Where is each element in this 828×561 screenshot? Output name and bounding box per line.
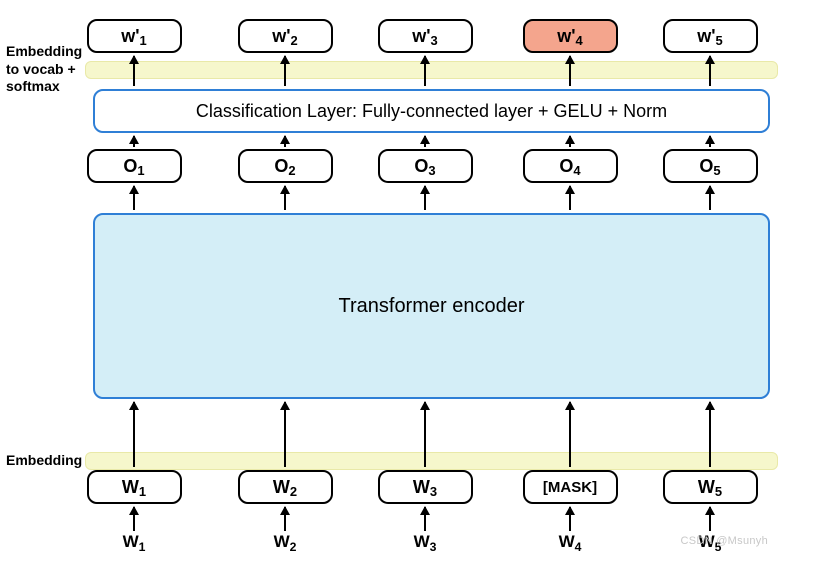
arrow-raw-to-input-1 — [133, 507, 135, 531]
arrow-class-to-out-5 — [709, 56, 711, 86]
input-box-1: W1 — [87, 470, 182, 504]
output-box-4: w'4 — [523, 19, 618, 53]
embedding-band — [85, 452, 778, 470]
arrow-input-to-trans-4 — [569, 402, 571, 467]
arrow-raw-to-input-5 — [709, 507, 711, 531]
output-box-3: w'3 — [378, 19, 473, 53]
arrow-input-to-trans-5 — [709, 402, 711, 467]
arrow-input-to-trans-2 — [284, 402, 286, 467]
classification-layer: Classification Layer: Fully-connected la… — [93, 89, 770, 133]
encoder-output-box-5: O5 — [663, 149, 758, 183]
arrow-class-to-out-4 — [569, 56, 571, 86]
input-box-mask: [MASK] — [523, 470, 618, 504]
arrow-trans-to-o-1 — [133, 186, 135, 210]
arrow-input-to-trans-1 — [133, 402, 135, 467]
arrow-trans-to-o-4 — [569, 186, 571, 210]
arrow-raw-to-input-3 — [424, 507, 426, 531]
arrow-o-to-class-3 — [424, 136, 426, 147]
output-box-1: w'1 — [87, 19, 182, 53]
watermark: CSDN @Msunyh — [680, 535, 768, 547]
arrow-o-to-class-5 — [709, 136, 711, 147]
arrow-o-to-class-1 — [133, 136, 135, 147]
label-embedding-to-vocab: Embedding to vocab + softmax — [6, 43, 82, 96]
arrow-class-to-out-3 — [424, 56, 426, 86]
arrow-o-to-class-4 — [569, 136, 571, 147]
raw-token-label-4: W4 — [523, 532, 618, 552]
arrow-raw-to-input-2 — [284, 507, 286, 531]
encoder-output-box-1: O1 — [87, 149, 182, 183]
arrow-trans-to-o-2 — [284, 186, 286, 210]
input-box-5: W5 — [663, 470, 758, 504]
raw-token-label-2: W2 — [238, 532, 333, 552]
arrow-class-to-out-2 — [284, 56, 286, 86]
arrow-class-to-out-1 — [133, 56, 135, 86]
mlm-architecture-diagram: Classification Layer: Fully-connected la… — [0, 0, 828, 561]
label-embedding: Embedding — [6, 452, 82, 470]
transformer-encoder: Transformer encoder — [93, 213, 770, 399]
softmax-band — [85, 61, 778, 79]
arrow-raw-to-input-4 — [569, 507, 571, 531]
output-box-5: w'5 — [663, 19, 758, 53]
raw-token-label-1: W1 — [87, 532, 182, 552]
arrow-o-to-class-2 — [284, 136, 286, 147]
arrow-trans-to-o-5 — [709, 186, 711, 210]
raw-token-label-3: W3 — [378, 532, 473, 552]
encoder-output-box-3: O3 — [378, 149, 473, 183]
arrow-input-to-trans-3 — [424, 402, 426, 467]
input-box-3: W3 — [378, 470, 473, 504]
encoder-output-box-2: O2 — [238, 149, 333, 183]
arrow-trans-to-o-3 — [424, 186, 426, 210]
input-box-2: W2 — [238, 470, 333, 504]
output-box-2: w'2 — [238, 19, 333, 53]
encoder-output-box-4: O4 — [523, 149, 618, 183]
